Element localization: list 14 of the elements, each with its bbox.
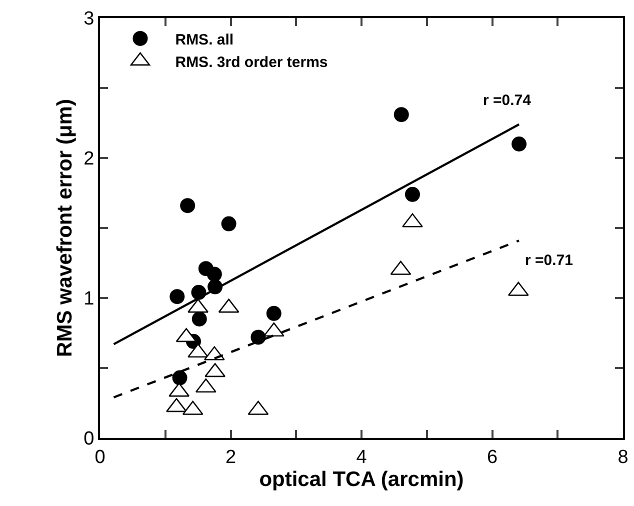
y-axis-title: RMS wavefront error (μm): [53, 99, 76, 357]
y-tick-label: 2: [84, 148, 94, 170]
legend-label: RMS. all: [175, 31, 234, 48]
x-tick-label: 8: [618, 446, 628, 468]
legend-label: RMS. 3rd order terms: [175, 54, 328, 71]
x-tick-label: 2: [225, 446, 236, 468]
x-tick-label: 4: [356, 446, 368, 468]
annotation: r =0.74: [483, 92, 532, 109]
y-tick-label: 3: [84, 8, 94, 30]
x-axis-title: optical TCA (arcmin): [259, 468, 464, 491]
y-tick-label: 1: [84, 288, 94, 310]
annotation: r =0.71: [525, 252, 573, 269]
x-tick-label: 6: [486, 446, 498, 468]
y-tick-label: 0: [84, 428, 94, 450]
